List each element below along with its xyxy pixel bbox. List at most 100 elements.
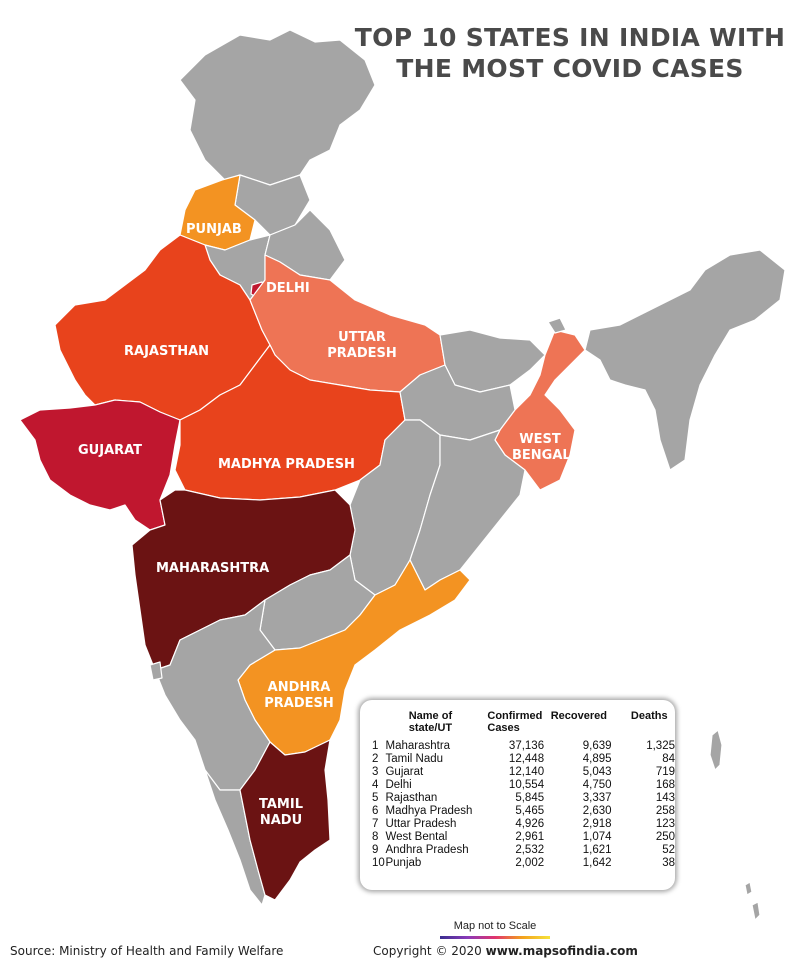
cell-confirmed: 4,926 xyxy=(515,818,545,830)
map-title-line-2: THE MOST COVID CASES xyxy=(396,54,744,83)
cell-recovered: 5,043 xyxy=(582,766,612,778)
cell-state: Andhra Pradesh xyxy=(385,844,469,856)
cell-recovered: 1,074 xyxy=(582,831,612,843)
cell-no: 6 xyxy=(372,805,379,817)
cell-deaths: 168 xyxy=(655,779,675,791)
cell-confirmed: 37,136 xyxy=(508,740,545,752)
cell-confirmed: 2,002 xyxy=(515,857,545,869)
state-bihar xyxy=(439,329,546,393)
cell-no: 9 xyxy=(372,844,379,856)
cell-state: Uttar Pradesh xyxy=(385,818,457,830)
label-west-bengal: WEST BENGAL xyxy=(512,432,571,464)
cell-recovered: 2,630 xyxy=(582,805,612,817)
table-row: 2 Tamil Nadu 12,448 4,895 84 xyxy=(372,753,675,766)
label-gujarat: GUJARAT xyxy=(78,443,143,458)
state-sikkim xyxy=(547,317,567,334)
cell-state: West Bental xyxy=(385,831,448,843)
covid-table-box: Name of state/UT Confirmed Cases Recover… xyxy=(360,700,675,890)
label-delhi: DELHI xyxy=(266,281,310,296)
scale-note: Map not to Scale xyxy=(453,920,537,932)
cell-no: 8 xyxy=(372,831,379,843)
table-row: 9 Andhra Pradesh 2,532 1,621 52 xyxy=(372,844,675,857)
cell-deaths: 123 xyxy=(655,818,675,830)
state-west-bengal xyxy=(494,329,586,491)
state-gujarat xyxy=(19,399,181,531)
cell-recovered: 3,337 xyxy=(582,792,612,804)
cell-no: 3 xyxy=(372,766,379,778)
cell-no: 1 xyxy=(372,740,379,752)
source-note: Source: Ministry of Health and Family We… xyxy=(10,944,284,958)
state-northeast xyxy=(584,249,786,471)
table-body: 1 Maharashtra 37,136 9,639 1,325 2 Tamil Nadu 1… xyxy=(372,740,675,870)
cell-confirmed: 5,465 xyxy=(515,805,545,817)
copyright-site: www.mapsofindia.com xyxy=(485,944,638,958)
table-row: 8 West Bental 2,961 1,074 250 xyxy=(372,831,675,844)
cell-deaths: 38 xyxy=(662,857,675,869)
label-andhra-pradesh-line-1: ANDHRA xyxy=(267,680,331,695)
state-goa xyxy=(149,661,163,681)
cell-confirmed: 2,961 xyxy=(515,831,545,843)
label-maharashtra: MAHARASHTRA xyxy=(156,561,270,576)
cell-state: Maharashtra xyxy=(385,740,451,752)
scale-bar xyxy=(440,936,550,939)
state-jammu-kashmir xyxy=(179,29,376,186)
map-title: TOP 10 STATES IN INDIA WITH THE MOST COV… xyxy=(340,22,800,84)
cell-deaths: 1,325 xyxy=(646,740,675,752)
table-row: 7 Uttar Pradesh 4,926 2,918 123 xyxy=(372,818,675,831)
state-karnataka xyxy=(154,599,276,791)
cell-state: Tamil Nadu xyxy=(385,753,444,765)
state-andhra-pradesh xyxy=(237,559,471,756)
cell-deaths: 84 xyxy=(662,753,675,765)
label-tamil-nadu: TAMIL NADU xyxy=(256,797,306,829)
copyright-prefix: Copyright © 2020 xyxy=(373,944,482,958)
label-tamil-nadu-line-2: NADU xyxy=(259,813,303,828)
header-confirmed: Confirmed Cases xyxy=(475,710,546,740)
header-state-line-2: state/UT xyxy=(408,722,453,734)
table-row: 1 Maharashtra 37,136 9,639 1,325 xyxy=(372,740,675,753)
header-recovered: Recovered xyxy=(550,710,607,722)
cell-recovered: 4,895 xyxy=(582,753,612,765)
label-andhra-pradesh: ANDHRA PRADESH xyxy=(262,680,336,712)
copyright-note: Copyright © 2020 www.mapsofindia.com xyxy=(373,944,638,958)
table-row: 10 Punjab 2,002 1,642 38 xyxy=(372,857,675,870)
cell-recovered: 2,918 xyxy=(582,818,612,830)
cell-deaths: 719 xyxy=(655,766,675,778)
table-row: 6 Madhya Pradesh 5,465 2,630 258 xyxy=(372,805,675,818)
cell-deaths: 250 xyxy=(655,831,675,843)
state-tamil-nadu xyxy=(239,739,331,901)
header-deaths: Deaths xyxy=(630,710,668,722)
table-row: 4 Delhi 10,554 4,750 168 xyxy=(372,779,675,792)
cell-recovered: 1,621 xyxy=(582,844,612,856)
cell-no: 10 xyxy=(372,857,385,869)
table-header-row: Name of state/UT Confirmed Cases Recover… xyxy=(372,710,675,740)
cell-state: Gujarat xyxy=(385,766,424,778)
cell-confirmed: 12,448 xyxy=(508,753,545,765)
cell-recovered: 9,639 xyxy=(582,740,612,752)
cell-recovered: 1,642 xyxy=(582,857,612,869)
header-no xyxy=(372,710,385,740)
label-west-bengal-line-2: BENGAL xyxy=(512,448,571,463)
cell-state: Punjab xyxy=(385,857,422,869)
label-uttar-pradesh-line-1: UTTAR xyxy=(338,330,386,345)
label-uttar-pradesh-line-2: PRADESH xyxy=(327,346,397,361)
header-confirmed-line-1: Confirmed xyxy=(487,710,543,722)
label-rajasthan: RAJASTHAN xyxy=(124,344,210,359)
cell-state: Delhi xyxy=(385,779,412,791)
cell-deaths: 52 xyxy=(662,844,675,856)
cell-no: 4 xyxy=(372,779,379,791)
cell-no: 7 xyxy=(372,818,379,830)
cell-confirmed: 5,845 xyxy=(515,792,545,804)
islands-andaman xyxy=(709,729,723,771)
label-punjab: PUNJAB xyxy=(186,222,242,237)
cell-deaths: 143 xyxy=(655,792,675,804)
map-title-line-1: TOP 10 STATES IN INDIA WITH xyxy=(354,23,786,52)
cell-recovered: 4,750 xyxy=(582,779,612,791)
cell-state: Madhya Pradesh xyxy=(385,805,473,817)
header-confirmed-line-2: Cases xyxy=(487,722,520,734)
header-state-line-1: Name of xyxy=(408,710,453,722)
cell-confirmed: 12,140 xyxy=(508,766,545,778)
label-tamil-nadu-line-1: TAMIL xyxy=(259,797,303,812)
table-row: 3 Gujarat 12,140 5,043 719 xyxy=(372,766,675,779)
cell-confirmed: 2,532 xyxy=(515,844,545,856)
